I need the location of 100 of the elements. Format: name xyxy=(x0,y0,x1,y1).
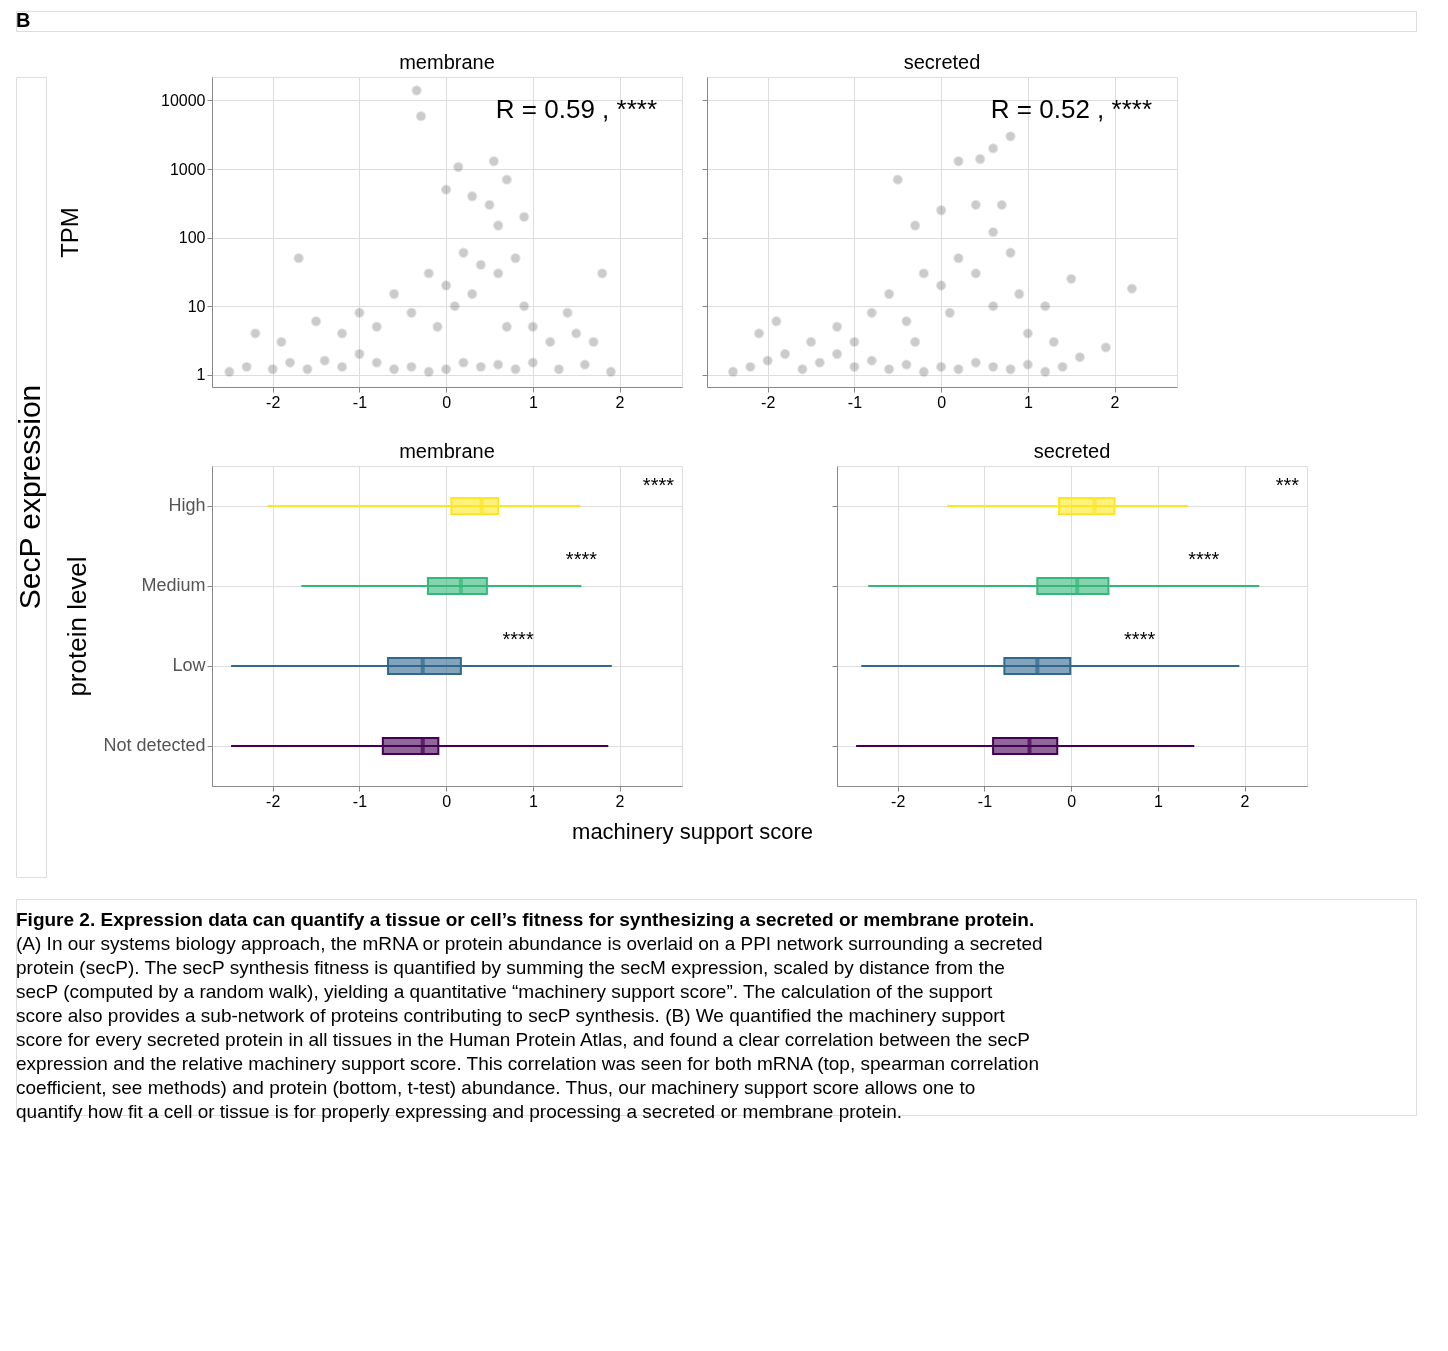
point xyxy=(1048,336,1060,348)
point xyxy=(935,280,947,291)
point xyxy=(849,336,860,348)
point xyxy=(974,153,986,165)
point xyxy=(953,156,964,167)
point xyxy=(987,361,999,372)
point xyxy=(579,359,591,370)
x-tick-label: -1 xyxy=(977,792,993,810)
annotation: **** xyxy=(1188,548,1220,570)
point xyxy=(571,328,582,339)
x-tick-label: -2 xyxy=(266,393,281,411)
point xyxy=(1074,351,1086,363)
y-tick-label: 1 xyxy=(196,366,206,384)
point xyxy=(475,259,486,270)
point xyxy=(1005,131,1016,142)
point xyxy=(996,199,1008,211)
text: B xyxy=(16,9,31,31)
point xyxy=(1005,247,1016,258)
text: protein (secP). The secP synthesis fitness is quantified by summing the secM expression, scaled by distance from the xyxy=(16,957,1005,978)
y-tick-label: Not detected xyxy=(103,735,206,755)
point xyxy=(406,361,417,372)
y-axis-title: protein level xyxy=(61,556,92,697)
point xyxy=(293,253,304,264)
point xyxy=(440,280,452,291)
chart-title: secreted xyxy=(1033,440,1111,462)
point xyxy=(310,316,322,327)
point xyxy=(484,199,495,211)
point xyxy=(432,321,443,332)
point xyxy=(909,220,921,231)
text: secP (computed by a random walk), yielding a quantitative “machinery support score”. The calculation of the support xyxy=(16,981,993,1002)
text: SecP expression xyxy=(13,384,46,610)
chart-title: membrane xyxy=(399,440,495,462)
point xyxy=(354,307,365,318)
point xyxy=(918,268,929,279)
point xyxy=(970,199,981,211)
point xyxy=(1013,288,1025,300)
point xyxy=(453,161,464,173)
point xyxy=(527,357,539,368)
point xyxy=(918,366,929,377)
point xyxy=(883,288,895,300)
y-tick-label: 100 xyxy=(178,229,206,247)
point xyxy=(553,364,565,375)
point xyxy=(866,307,877,318)
x-tick-label: 2 xyxy=(615,393,625,411)
point xyxy=(901,316,912,327)
y-tick-label: 10000 xyxy=(161,91,206,109)
point xyxy=(970,357,981,368)
point xyxy=(545,336,556,348)
x-tick-label: 1 xyxy=(1023,393,1033,411)
point xyxy=(883,364,895,375)
point xyxy=(762,355,773,366)
point xyxy=(423,268,434,279)
point xyxy=(492,359,504,370)
point xyxy=(1126,283,1138,294)
point xyxy=(727,366,739,377)
x-tick-label: 1 xyxy=(528,792,538,810)
point xyxy=(944,307,955,318)
chart-title: secreted xyxy=(903,51,981,73)
annotation: **** xyxy=(502,628,534,650)
x-tick-label: 2 xyxy=(1110,393,1120,411)
point xyxy=(518,300,530,312)
point xyxy=(415,111,427,122)
point xyxy=(475,361,486,372)
point xyxy=(909,336,921,348)
point xyxy=(745,361,756,372)
point xyxy=(753,328,765,339)
point xyxy=(440,184,452,195)
point xyxy=(831,321,843,332)
point xyxy=(501,174,513,185)
point xyxy=(458,357,469,368)
y-tick-label: Low xyxy=(172,655,207,675)
point xyxy=(336,328,348,339)
point xyxy=(466,191,478,202)
point xyxy=(250,328,261,339)
point xyxy=(987,300,999,312)
point xyxy=(527,321,539,332)
x-tick-label: 1 xyxy=(1153,792,1163,810)
point xyxy=(562,307,573,318)
chart-title: membrane xyxy=(399,51,495,73)
point xyxy=(1022,328,1034,339)
point xyxy=(267,364,278,375)
point xyxy=(406,307,417,318)
point xyxy=(241,361,252,372)
annotation: **** xyxy=(565,548,598,570)
point xyxy=(466,288,478,300)
text: score for every secreted protein in all tissues in the Human Protein Atlas, and found a clear correlation between the secP xyxy=(16,1029,1030,1050)
point xyxy=(779,348,791,360)
point xyxy=(371,357,382,368)
text: expression and the relative machinery support score. This correlation was seen for both mRNA (top, spearman correlation xyxy=(16,1053,1039,1074)
point xyxy=(1040,300,1051,312)
point xyxy=(488,156,500,167)
point xyxy=(458,247,469,258)
point xyxy=(953,253,964,264)
point xyxy=(336,361,348,372)
point xyxy=(302,364,313,375)
annotation: R = 0.59 , **** xyxy=(495,94,657,124)
point xyxy=(935,205,947,216)
point xyxy=(449,300,460,312)
point xyxy=(953,364,964,375)
point xyxy=(1100,342,1112,353)
